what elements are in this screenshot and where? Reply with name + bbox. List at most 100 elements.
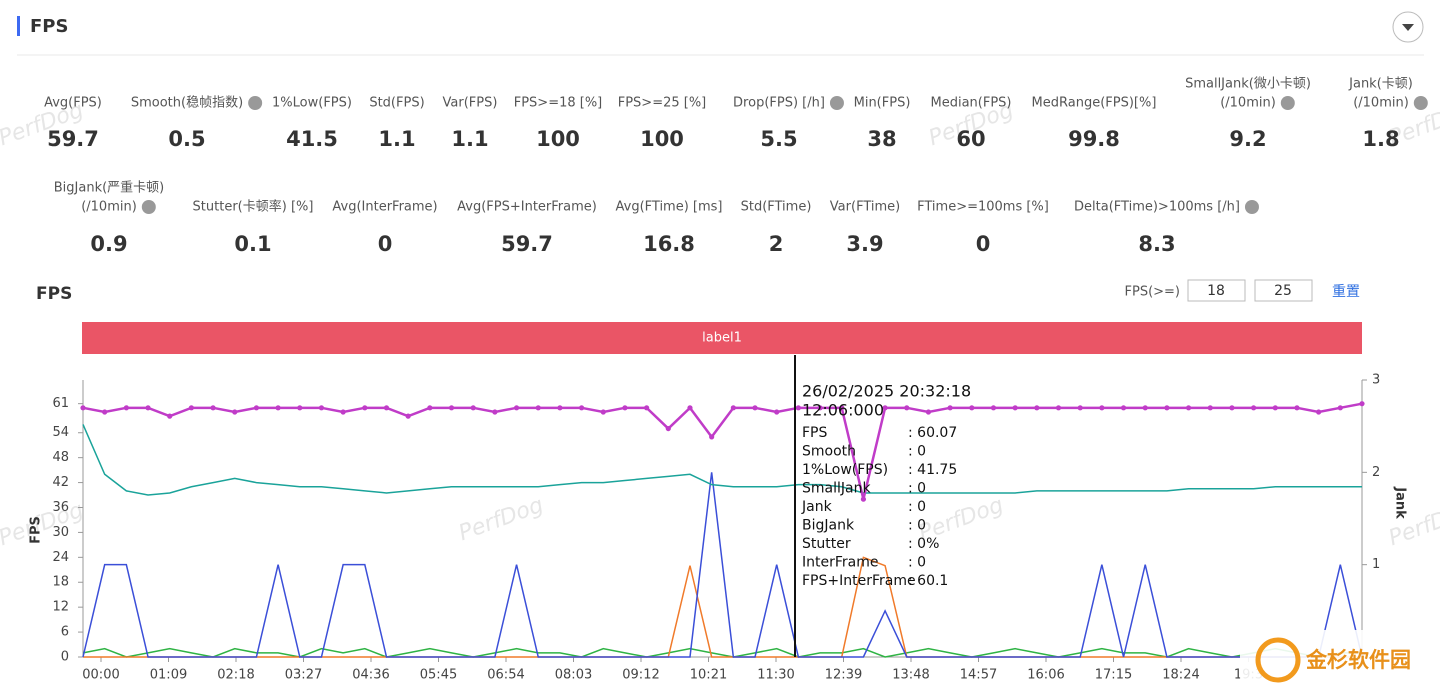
y-tick-label: 30 bbox=[52, 525, 69, 540]
series-point bbox=[427, 405, 433, 411]
metric-value: 1.1 bbox=[378, 127, 415, 151]
collapse-icon bbox=[1402, 24, 1414, 31]
tooltip-label: FPS bbox=[802, 425, 827, 441]
series-point bbox=[253, 405, 260, 411]
series-point bbox=[882, 405, 888, 411]
x-tick-label: 16:06 bbox=[1027, 668, 1064, 683]
metric-label: Avg(InterFrame) bbox=[332, 200, 437, 215]
tooltip-date: 26/02/2025 20:32:18 bbox=[802, 382, 971, 401]
label-band bbox=[82, 322, 1362, 354]
help-icon[interactable] bbox=[1244, 200, 1259, 214]
series-point bbox=[578, 405, 585, 411]
metric-label: FTime>=100ms [%] bbox=[917, 200, 1049, 215]
series-line bbox=[82, 402, 1363, 500]
series-point bbox=[470, 405, 476, 411]
threshold-value: 18 bbox=[1207, 283, 1225, 299]
metric-value: 100 bbox=[640, 127, 684, 151]
series-point bbox=[709, 434, 715, 440]
series-point bbox=[383, 405, 390, 411]
metric-label: Drop(FPS) [/h] bbox=[733, 96, 825, 111]
y-tick-label: 0 bbox=[61, 650, 69, 665]
series-point bbox=[1294, 405, 1300, 411]
tooltip-label: FPS+InterFrame bbox=[802, 573, 916, 589]
metric-value: 5.5 bbox=[760, 127, 797, 151]
series-line bbox=[82, 647, 1362, 658]
series-point bbox=[145, 405, 151, 411]
metric-label: Var(FPS) bbox=[443, 96, 498, 111]
tooltip-label: Smooth bbox=[802, 444, 856, 460]
metric-value: 0.1 bbox=[234, 232, 271, 256]
x-tick-label: 00:00 bbox=[82, 668, 119, 683]
metric-value: 60 bbox=[956, 127, 985, 151]
y-axis-title: FPS bbox=[29, 516, 44, 544]
tooltip-value: : 0 bbox=[908, 481, 926, 497]
series-point bbox=[925, 409, 932, 415]
help-icon[interactable] bbox=[1280, 96, 1295, 110]
y-tick-label: 18 bbox=[52, 575, 69, 590]
x-tick-label: 14:57 bbox=[960, 668, 997, 683]
metric-value: 100 bbox=[536, 127, 580, 151]
series-point bbox=[644, 405, 650, 411]
series-point bbox=[904, 405, 910, 411]
series-point bbox=[1099, 405, 1105, 411]
help-icon[interactable] bbox=[141, 200, 156, 214]
series-point bbox=[513, 405, 520, 411]
series-point bbox=[1077, 405, 1083, 411]
x-tick-label: 11:30 bbox=[757, 668, 794, 683]
metric-value: 0.9 bbox=[90, 232, 127, 256]
threshold-label: FPS(>=) bbox=[1125, 285, 1181, 300]
threshold-input[interactable] bbox=[1187, 279, 1246, 302]
series-point bbox=[167, 413, 173, 419]
x-tick-label: 04:36 bbox=[352, 668, 389, 683]
series-point bbox=[665, 425, 671, 432]
series-point bbox=[1207, 405, 1213, 411]
x-tick-label: 17:15 bbox=[1095, 668, 1132, 683]
series-line bbox=[83, 556, 1362, 658]
x-tick-label: 18:24 bbox=[1162, 668, 1199, 683]
y-tick-label: 42 bbox=[52, 475, 69, 490]
metric-value: 1.8 bbox=[1362, 127, 1399, 151]
metric-label: 1%Low(FPS) bbox=[272, 96, 352, 111]
y2-axis-title: Jank bbox=[1393, 486, 1408, 519]
x-tick-label: 10:21 bbox=[690, 668, 727, 683]
series-point bbox=[1055, 405, 1062, 411]
y-tick-label: 54 bbox=[52, 425, 69, 440]
series-point bbox=[947, 405, 953, 411]
y-tick-label: 48 bbox=[52, 450, 69, 465]
series-point bbox=[817, 405, 823, 411]
metric-value: 1.1 bbox=[451, 127, 488, 151]
help-icon[interactable] bbox=[1413, 96, 1428, 110]
section-title: FPS bbox=[30, 16, 68, 37]
y-tick-label: 36 bbox=[52, 500, 69, 515]
metric-value: 41.5 bbox=[286, 127, 338, 151]
series-point bbox=[1185, 405, 1192, 411]
metric-label: Var(FTime) bbox=[830, 200, 900, 215]
tooltip-label: Stutter bbox=[802, 536, 851, 552]
help-icon[interactable] bbox=[248, 96, 263, 110]
y2-tick-label: 1 bbox=[1372, 557, 1380, 572]
series-point bbox=[622, 405, 628, 411]
chart-title: FPS bbox=[36, 284, 72, 304]
metric-label: Std(FPS) bbox=[369, 96, 424, 111]
reset-link[interactable]: 重置 bbox=[1332, 284, 1360, 300]
series-line bbox=[82, 472, 1363, 658]
logo-icon bbox=[1255, 637, 1301, 683]
y-tick-label: 24 bbox=[52, 550, 69, 565]
metric-value: 99.8 bbox=[1068, 127, 1120, 151]
series-point bbox=[1316, 409, 1322, 415]
series-point bbox=[405, 413, 411, 419]
x-tick-label: 01:09 bbox=[150, 668, 187, 683]
tooltip-label: Jank bbox=[801, 499, 833, 515]
tooltip-label: BigJank bbox=[802, 518, 855, 534]
series-point bbox=[210, 405, 216, 411]
help-icon[interactable] bbox=[829, 96, 844, 110]
series-point bbox=[1034, 405, 1040, 411]
metric-value: 3.9 bbox=[846, 232, 883, 256]
metric-value: 16.8 bbox=[643, 232, 695, 256]
metric-label: (/10min) bbox=[1220, 96, 1276, 111]
series-point bbox=[860, 496, 867, 502]
threshold-input[interactable] bbox=[1254, 279, 1313, 302]
series-point bbox=[839, 405, 845, 411]
series-point bbox=[687, 405, 693, 411]
series-point bbox=[1142, 405, 1148, 411]
